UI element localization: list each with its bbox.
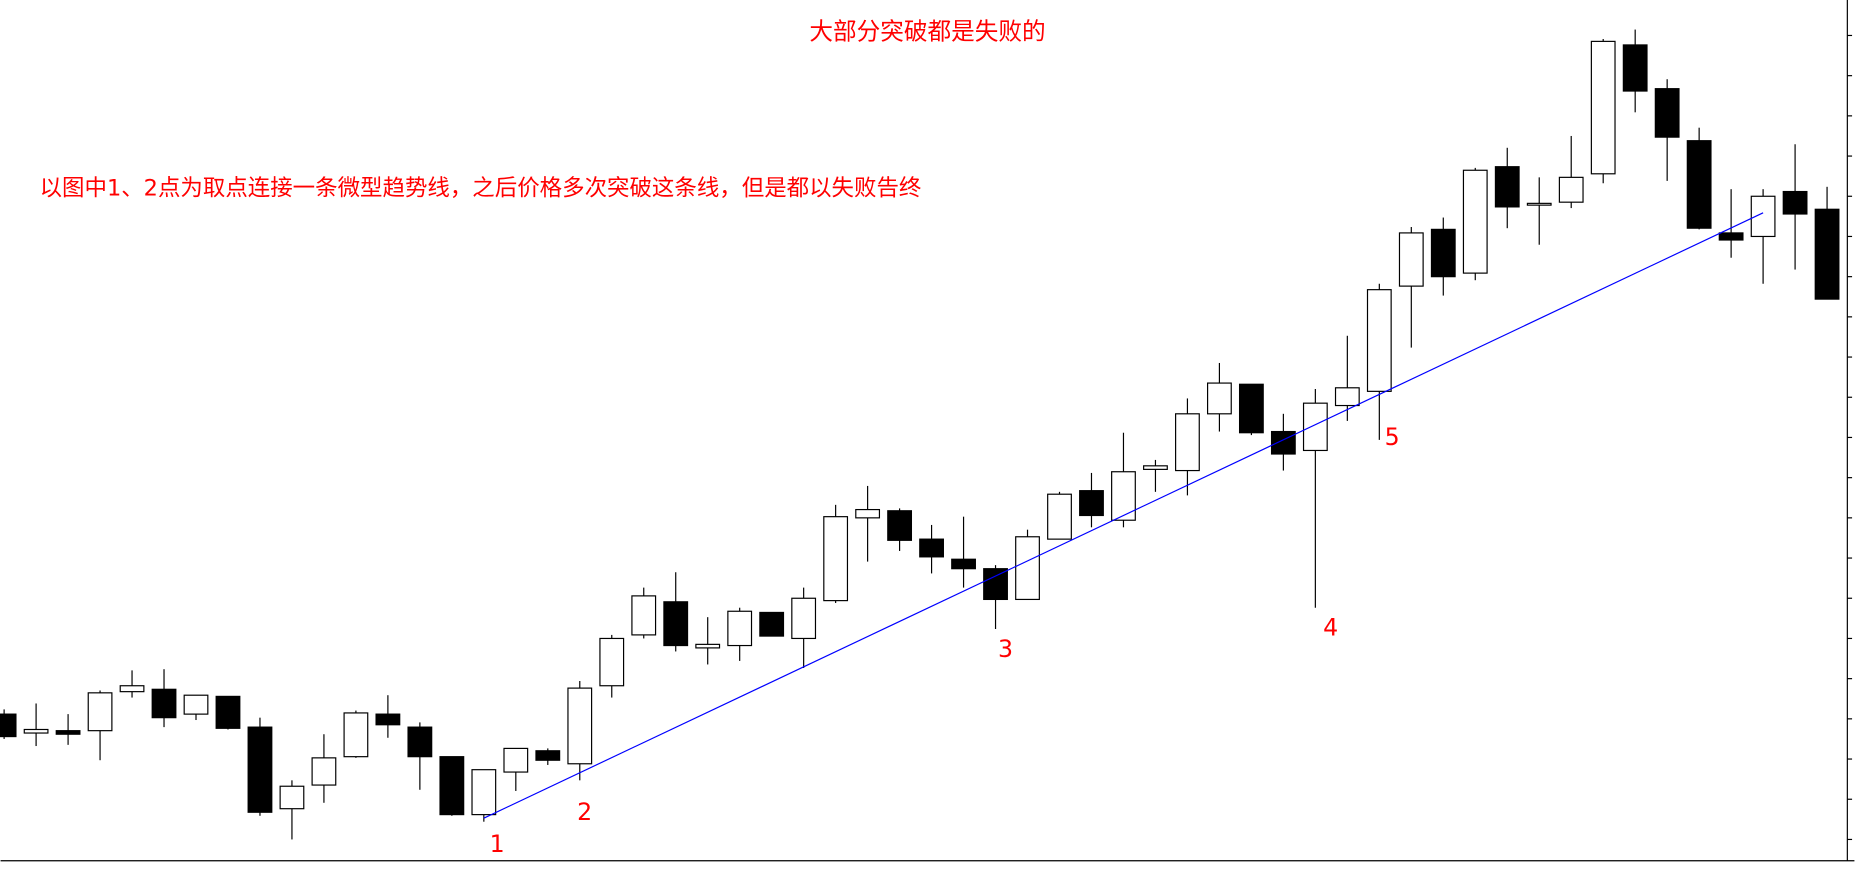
candle-body xyxy=(1270,430,1296,455)
candle-body xyxy=(343,712,369,758)
candle-body xyxy=(599,637,625,687)
candle-body xyxy=(887,510,913,541)
candle-body xyxy=(1782,190,1808,215)
candle-body xyxy=(503,747,529,773)
candle-body xyxy=(1143,465,1168,470)
candle-body xyxy=(695,643,721,649)
candle-body xyxy=(1175,413,1200,472)
candle-body xyxy=(1047,493,1072,540)
candle-body xyxy=(791,597,817,640)
candle-body xyxy=(1686,140,1712,229)
candle-body xyxy=(1494,166,1520,208)
candle-body xyxy=(247,726,273,813)
candle-body xyxy=(23,728,49,734)
candle-body xyxy=(0,713,17,738)
annotation: 4 xyxy=(1323,613,1338,641)
candle-body xyxy=(151,688,177,719)
candle-body xyxy=(1526,202,1552,206)
candle-body xyxy=(823,516,849,602)
chart-title: 大部分突破都是失败的 xyxy=(809,18,1045,46)
annotation: 2 xyxy=(577,798,592,826)
candle-body xyxy=(1334,387,1360,407)
candle-body xyxy=(119,685,145,693)
candle-body xyxy=(727,610,753,647)
candle-body xyxy=(1590,40,1616,175)
annotation: 1 xyxy=(490,830,505,858)
candle-body xyxy=(407,726,433,758)
trendline xyxy=(483,212,1764,819)
candle-body xyxy=(439,756,465,816)
candle-body xyxy=(663,601,689,647)
candle-body xyxy=(1111,471,1136,521)
candle-body xyxy=(1015,536,1040,601)
candle-body xyxy=(215,695,241,729)
candle-body xyxy=(1750,195,1776,238)
candle-body xyxy=(983,568,1008,601)
candle-body xyxy=(951,558,976,570)
candle-body xyxy=(567,687,593,765)
candle-body xyxy=(919,538,944,558)
candle-body xyxy=(855,508,881,519)
candle-body xyxy=(1366,289,1392,392)
candle-body xyxy=(279,785,305,810)
candle-body xyxy=(375,713,401,726)
annotation: 3 xyxy=(998,635,1013,663)
candle-body xyxy=(759,611,785,637)
candle-body xyxy=(471,769,497,816)
candle-body xyxy=(311,757,337,786)
candle-body xyxy=(1238,383,1264,434)
candle-body xyxy=(631,595,657,636)
candle-body xyxy=(55,730,81,735)
candle-body xyxy=(87,692,113,732)
candle-body xyxy=(1654,88,1680,138)
candle-body xyxy=(1398,232,1424,287)
candle-body xyxy=(1558,176,1584,203)
candle-body xyxy=(183,694,209,715)
candle-body xyxy=(1718,232,1744,241)
candle-body xyxy=(1430,228,1456,278)
chart-subtitle: 以图中1、2点为取点连接一条微型趋势线，之后价格多次突破这条线，但是都以失败告终 xyxy=(40,176,922,202)
candle-body xyxy=(1814,208,1840,300)
candle-body xyxy=(535,750,561,761)
candle-body xyxy=(1206,382,1232,415)
annotation: 5 xyxy=(1385,423,1400,451)
candle-body xyxy=(1079,490,1104,517)
candle-body xyxy=(1302,402,1328,452)
candle-body xyxy=(1622,44,1648,92)
candle-body xyxy=(1462,169,1488,274)
